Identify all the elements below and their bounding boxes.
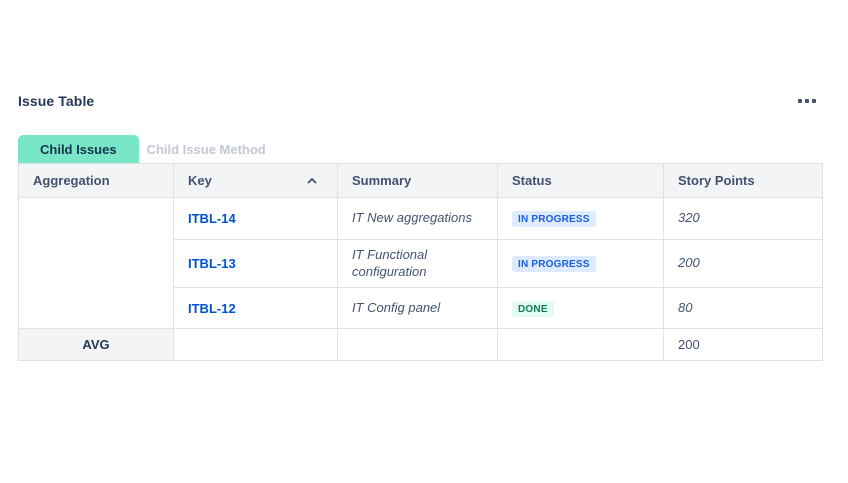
column-header-label: Aggregation (33, 173, 110, 188)
story-points-value: 320 (678, 210, 700, 226)
ellipsis-menu-icon[interactable] (793, 92, 821, 110)
column-header-story-points[interactable]: Story Points (663, 163, 823, 198)
table-row: ITBL-13 IT Functional configuration IN P… (19, 239, 823, 288)
table-row: ITBL-14 IT New aggregations IN PROGRESS … (18, 197, 823, 329)
status-badge: DONE (512, 300, 554, 317)
page-title: Issue Table (18, 93, 95, 109)
story-points-cell: 80 (663, 287, 823, 329)
story-points-cell: 320 (663, 197, 823, 240)
tab-bar: Child Issues Child Issue Method (18, 135, 274, 163)
column-header-label: Story Points (678, 173, 755, 188)
story-points-value: 80 (678, 299, 693, 315)
ellipsis-dot (812, 99, 816, 103)
column-header-label: Key (188, 173, 212, 188)
status-badge: IN PROGRESS (512, 256, 596, 272)
story-points-value: 200 (678, 255, 700, 271)
issue-table: Aggregation Key Summary Status (18, 163, 823, 361)
issue-key-link[interactable]: ITBL-12 (188, 300, 236, 316)
ellipsis-dot (805, 99, 809, 103)
chevron-up-icon (307, 177, 317, 184)
column-header-aggregation[interactable]: Aggregation (18, 163, 174, 198)
key-cell: ITBL-13 (173, 239, 338, 288)
aggregation-type-cell: AVG (18, 328, 174, 361)
ellipsis-dot (798, 99, 802, 103)
aggregation-footer-row: AVG 200 (18, 328, 823, 361)
header-row: Aggregation Key Summary Status (18, 163, 823, 198)
column-header-label: Summary (352, 173, 412, 188)
tab-child-issue-method[interactable]: Child Issue Method (146, 141, 266, 157)
summary-cell: IT Config panel (337, 287, 498, 329)
status-cell: IN PROGRESS (497, 197, 664, 240)
key-cell: ITBL-12 (173, 287, 338, 329)
story-points-aggregate-cell: 200 (663, 328, 823, 361)
column-header-key[interactable]: Key (173, 163, 338, 198)
summary-cell-empty (337, 328, 498, 361)
summary-text: IT New aggregations (352, 210, 472, 226)
column-header-summary[interactable]: Summary (337, 163, 498, 198)
story-points-cell: 200 (663, 239, 823, 288)
summary-text: IT Config panel (352, 299, 441, 315)
key-cell: ITBL-14 (173, 197, 338, 240)
key-cell-empty (173, 328, 338, 361)
column-header-status[interactable]: Status (497, 163, 664, 198)
issue-key-link[interactable]: ITBL-13 (188, 256, 236, 271)
summary-cell: IT New aggregations (337, 197, 498, 240)
summary-text: IT Functional configuration (352, 247, 428, 279)
story-points-average: 200 (678, 337, 700, 352)
column-header-label: Status (512, 173, 552, 188)
status-badge: IN PROGRESS (512, 211, 596, 227)
aggregation-cell (18, 197, 174, 329)
status-cell: DONE (497, 287, 664, 329)
tab-child-issues[interactable]: Child Issues (18, 135, 139, 163)
status-cell-empty (497, 328, 664, 361)
issue-key-link[interactable]: ITBL-14 (188, 211, 236, 226)
summary-cell: IT Functional configuration (337, 239, 498, 288)
status-cell: IN PROGRESS (497, 239, 664, 288)
